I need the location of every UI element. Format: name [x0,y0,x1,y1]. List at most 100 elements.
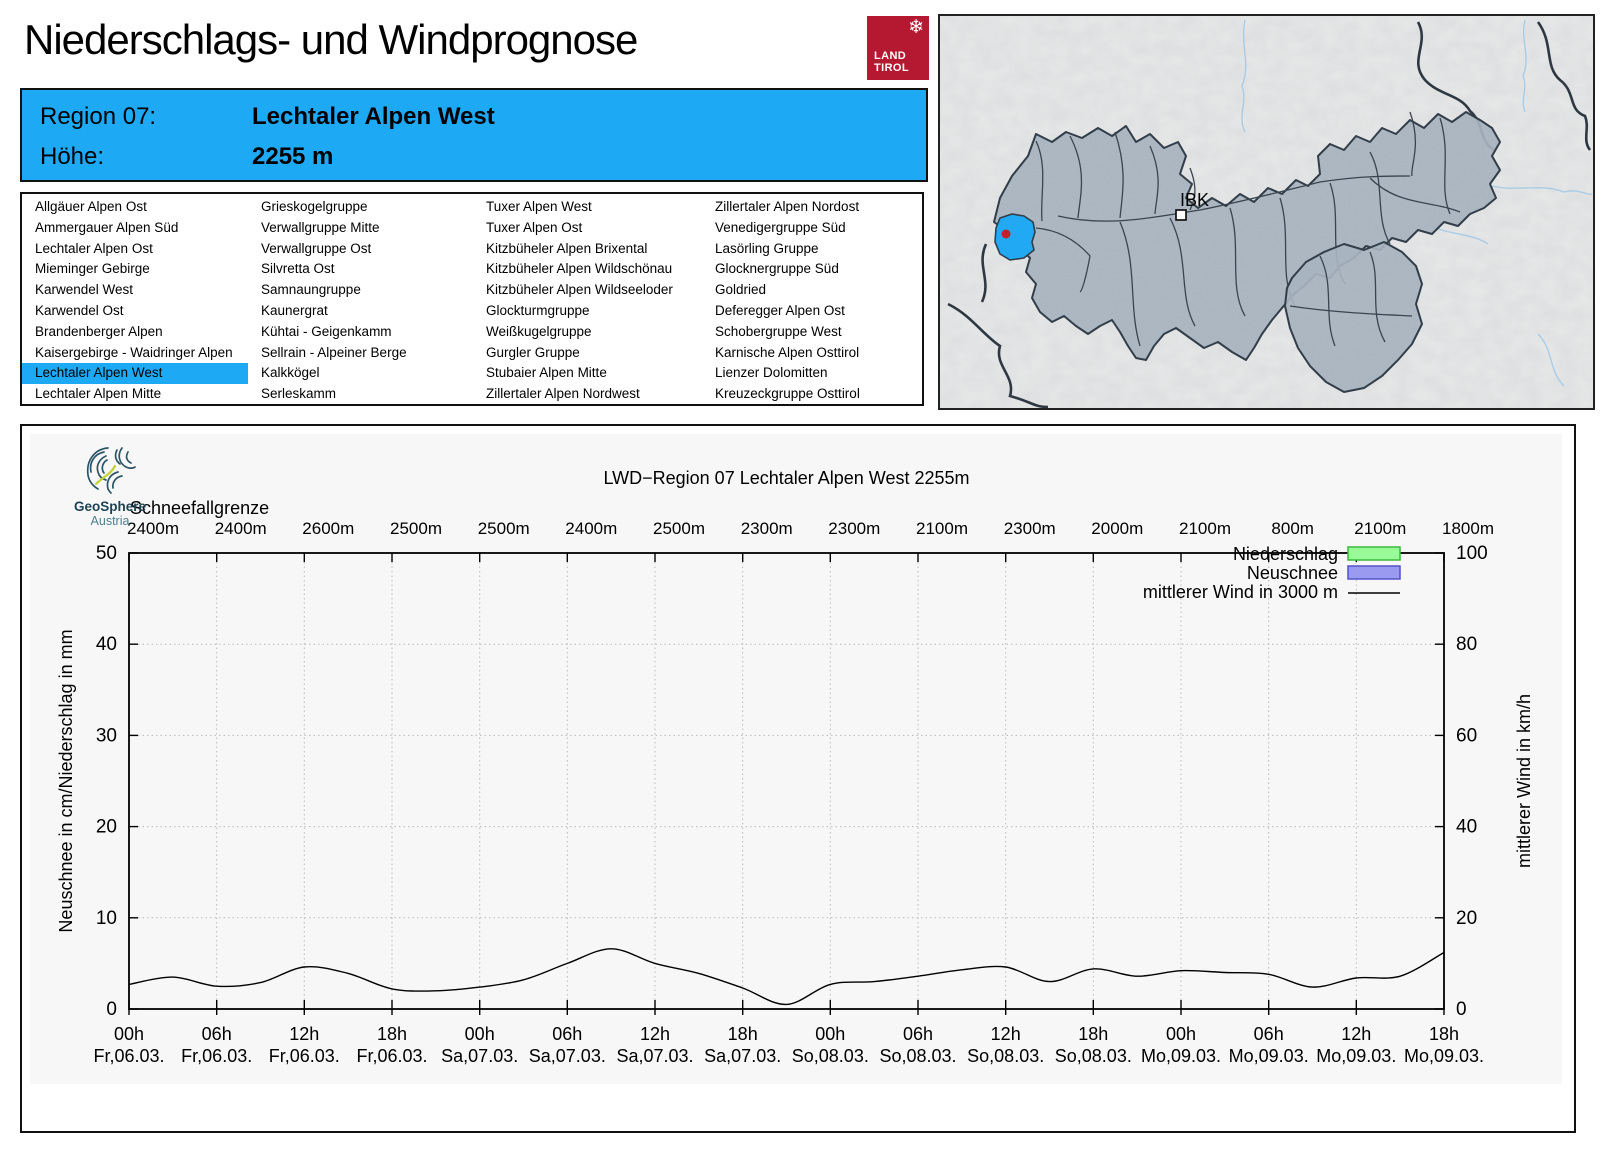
region-list-item[interactable]: Verwallgruppe Ost [261,240,372,256]
svg-text:2500m: 2500m [653,519,705,538]
region-list-item[interactable]: Serleskamm [261,386,337,402]
svg-text:40: 40 [96,634,117,655]
region-list-item[interactable]: Mieminger Gebirge [35,261,150,277]
svg-text:00h: 00h [465,1024,495,1044]
region-list-item[interactable]: Karnische Alpen Osttirol [715,344,860,360]
svg-text:Neuschnee in cm/Niederschlag i: Neuschnee in cm/Niederschlag in mm [56,629,76,932]
svg-text:Mo,09.03.: Mo,09.03. [1404,1046,1484,1066]
region-list-item[interactable]: Zillertaler Alpen Nordost [715,199,860,214]
svg-text:2400m: 2400m [215,519,267,538]
region-list-item[interactable]: Kühtai - Geigenkamm [261,323,392,339]
svg-text:00h: 00h [1166,1024,1196,1044]
map-svg: IBK [940,16,1593,408]
region-list-item[interactable]: Tuxer Alpen West [486,199,592,214]
region-list-item[interactable]: Venedigergruppe Süd [715,219,846,235]
svg-text:80: 80 [1456,634,1477,655]
svg-text:So,08.03.: So,08.03. [1055,1046,1132,1066]
svg-text:06h: 06h [552,1024,582,1044]
geosphere-swirl-icon [86,447,136,494]
region-list-item[interactable]: Sellrain - Alpeiner Berge [261,344,407,360]
svg-text:Sa,07.03.: Sa,07.03. [616,1046,693,1066]
region-list-item[interactable]: Kalkkögel [261,365,320,381]
region-list-item[interactable]: Kitzbüheler Alpen Brixental [486,240,648,256]
svg-text:Sa,07.03.: Sa,07.03. [441,1046,518,1066]
forecast-chart: 0 10 20 30 40 50 0 20 40 60 80 100 00h Fr,06.03. 06h Fr… [22,426,1574,1136]
svg-text:18h: 18h [377,1024,407,1044]
svg-text:60: 60 [1456,725,1477,746]
svg-text:Sa,07.03.: Sa,07.03. [529,1046,606,1066]
svg-text:2500m: 2500m [390,519,442,538]
land-tirol-logo-text: LAND TIROL [874,50,909,74]
region-list-item[interactable]: Gurgler Gruppe [486,344,580,360]
svg-text:20: 20 [1456,908,1477,929]
altitude-value: 2255 m [252,143,334,170]
svg-text:00h: 00h [815,1024,845,1044]
region-list-item[interactable]: Zillertaler Alpen Nordwest [486,386,640,402]
svg-text:06h: 06h [903,1024,933,1044]
page-title: Niederschlags- und Windprognose [24,16,638,63]
svg-text:Sa,07.03.: Sa,07.03. [704,1046,781,1066]
region-list-item[interactable]: Grieskogelgruppe [261,199,368,214]
svg-text:40: 40 [1456,817,1477,838]
svg-text:mittlerer Wind in 3000 m: mittlerer Wind in 3000 m [1143,582,1338,602]
tirol-overview-map: IBK [938,14,1595,410]
geosphere-country: Austria [90,514,130,528]
region-list-item[interactable]: Stubaier Alpen Mitte [486,365,607,381]
chart-canvas: 0102030405002040608010000hFr,06.03.06hFr… [56,468,1534,1066]
region-list-item[interactable]: Tuxer Alpen Ost [486,219,583,235]
svg-text:10: 10 [96,908,117,929]
svg-text:So,08.03.: So,08.03. [792,1046,869,1066]
svg-text:2100m: 2100m [1354,519,1406,538]
region-list-item[interactable]: Kaisergebirge - Waidringer Alpen [35,344,233,360]
svg-text:2300m: 2300m [1004,519,1056,538]
region-list-item[interactable]: Allgäuer Alpen Ost [35,199,147,214]
svg-text:2300m: 2300m [828,519,880,538]
svg-text:0: 0 [1456,999,1467,1020]
region-list-item[interactable]: Glocknergruppe Süd [715,261,839,277]
region-list-item[interactable]: Lienzer Dolomitten [715,365,828,381]
svg-text:12h: 12h [289,1024,319,1044]
region-list-item[interactable]: Lechtaler Alpen Mitte [35,386,162,402]
region-list-item[interactable]: Schobergruppe West [715,323,842,339]
svg-text:12h: 12h [640,1024,670,1044]
plot-background [30,434,1562,1084]
snowflake-icon: ❄ [908,17,924,38]
map-terrain-overlay [940,16,1593,408]
svg-text:12h: 12h [1341,1024,1371,1044]
altitude-label: Höhe: [40,143,105,170]
region-list-item[interactable]: Deferegger Alpen Ost [715,302,845,318]
svg-text:Fr,06.03.: Fr,06.03. [181,1046,252,1066]
region-list-item[interactable]: Lechtaler Alpen West [22,363,248,385]
region-list-item[interactable]: Goldried [715,282,767,298]
svg-text:Schneefallgrenze: Schneefallgrenze [130,498,269,518]
svg-text:100: 100 [1456,543,1488,564]
region-list-item[interactable]: Kitzbüheler Alpen Wildseeloder [486,282,673,298]
svg-text:800m: 800m [1271,519,1314,538]
region-list-item[interactable]: Weißkugelgruppe [486,323,592,339]
region-list-item[interactable]: Kitzbüheler Alpen Wildschönau [486,261,673,277]
svg-text:18h: 18h [1078,1024,1108,1044]
region-list-item[interactable]: Lasörling Gruppe [715,240,819,256]
region-list-item[interactable]: Samnaungruppe [261,282,361,298]
region-list-item[interactable]: Lechtaler Alpen Ost [35,240,153,256]
region-list-item[interactable]: Kaunergrat [261,302,328,318]
region-list-item[interactable]: Brandenberger Alpen [35,323,163,339]
svg-text:Niederschlag: Niederschlag [1233,544,1338,564]
region-label: Region 07: [40,103,157,130]
region-list-item[interactable]: Karwendel West [35,282,134,298]
svg-text:Mo,09.03.: Mo,09.03. [1141,1046,1221,1066]
region-list-item[interactable]: Kreuzeckgruppe Osttirol [715,386,860,402]
svg-text:0: 0 [106,999,117,1020]
region-list-item[interactable]: Karwendel Ost [35,302,124,318]
region-list-item[interactable]: Glockturmgruppe [486,302,590,318]
svg-text:Fr,06.03.: Fr,06.03. [269,1046,340,1066]
region-list: Allgäuer Alpen Ost Ammergauer Alpen Süd Le… [20,192,924,406]
svg-text:20: 20 [96,817,117,838]
svg-text:So,08.03.: So,08.03. [879,1046,956,1066]
region-list-item[interactable]: Silvretta Ost [261,261,335,277]
svg-text:2000m: 2000m [1091,519,1143,538]
geosphere-logo: GeoSphere Austria [50,446,170,528]
region-list-item[interactable]: Verwallgruppe Mitte [261,219,380,235]
svg-text:LWD−Region 07 Lechtaler Alpen: LWD−Region 07 Lechtaler Alpen West 2255m [603,468,969,488]
region-list-item[interactable]: Ammergauer Alpen Süd [35,219,179,235]
